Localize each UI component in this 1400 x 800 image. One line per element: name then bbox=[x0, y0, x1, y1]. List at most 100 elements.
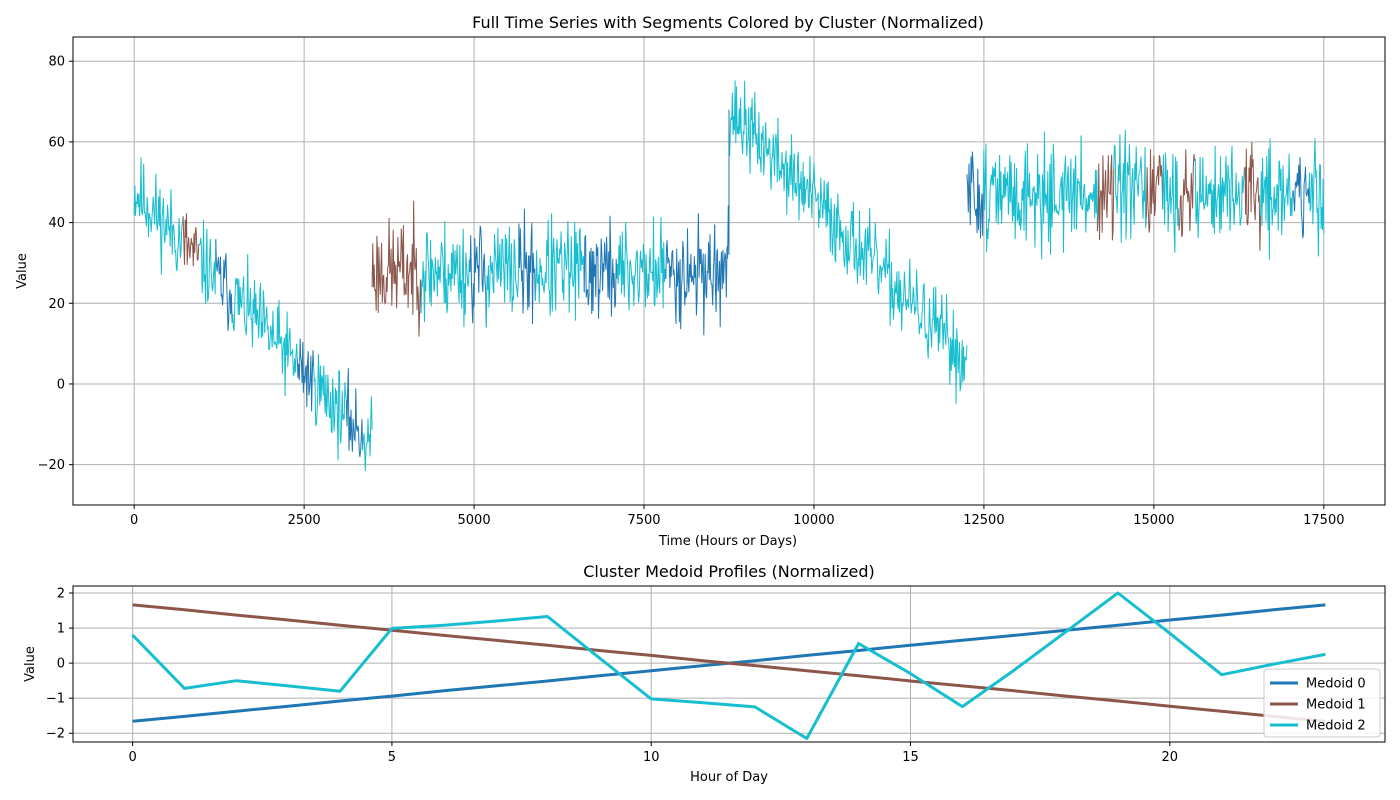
series-segment bbox=[1015, 143, 1033, 241]
y-tick-label: 2 bbox=[57, 587, 65, 602]
series-segment bbox=[1129, 146, 1147, 239]
series-segment bbox=[1292, 157, 1310, 239]
x-tick-label: 0 bbox=[128, 750, 136, 765]
x-axis-ticks: 0 5 10 15 20 bbox=[128, 742, 1178, 765]
x-tick-label: 10 bbox=[643, 750, 660, 765]
x-axis-label: Time (Hours or Days) bbox=[658, 534, 797, 549]
series-segment bbox=[1080, 135, 1098, 233]
series-segment bbox=[534, 213, 553, 316]
x-tick-label: 15000 bbox=[1133, 513, 1174, 528]
series-segment bbox=[842, 202, 860, 284]
series-segment bbox=[231, 253, 249, 336]
series-segment bbox=[215, 239, 233, 331]
series-segment bbox=[166, 189, 184, 272]
x-tick-label: 15 bbox=[902, 750, 919, 765]
series-segment bbox=[280, 311, 298, 397]
x-tick-label: 7500 bbox=[627, 513, 660, 528]
x-axis-ticks: 0 2500 5000 7500 10000 12500 15000 17500 bbox=[130, 505, 1344, 528]
legend: Medoid 0 Medoid 1 Medoid 2 bbox=[1263, 668, 1381, 738]
series-segment bbox=[296, 338, 315, 412]
series-segment bbox=[1260, 138, 1278, 260]
series-segment bbox=[133, 157, 151, 238]
series-segment bbox=[404, 200, 422, 337]
x-tick-label: 5000 bbox=[458, 513, 491, 528]
series-segment bbox=[956, 339, 968, 392]
x-tick-label: 12500 bbox=[963, 513, 1004, 528]
medoid-line-2 bbox=[131, 591, 1326, 740]
series-segment bbox=[1162, 152, 1180, 253]
series-segment bbox=[728, 80, 746, 157]
series-segment bbox=[1031, 131, 1049, 260]
y-tick-label: 1 bbox=[57, 622, 65, 637]
x-tick-label: 5 bbox=[388, 750, 396, 765]
series-segment bbox=[313, 353, 331, 427]
x-axis-label: Hour of Day bbox=[690, 770, 768, 785]
x-tick-label: 0 bbox=[130, 513, 138, 528]
series-segment bbox=[1309, 138, 1325, 257]
series-segment bbox=[649, 216, 667, 309]
y-axis-label: Value bbox=[15, 253, 30, 289]
legend-frame bbox=[1263, 668, 1381, 738]
series-segment bbox=[761, 118, 779, 190]
grid bbox=[73, 586, 1385, 742]
series-segment bbox=[940, 294, 958, 404]
series-segment bbox=[1064, 135, 1082, 232]
series-segment bbox=[999, 154, 1017, 240]
series-segment bbox=[329, 369, 347, 461]
series-segment bbox=[810, 162, 828, 229]
series-segment bbox=[616, 222, 634, 311]
series-segment bbox=[681, 213, 699, 316]
y-tick-label: 20 bbox=[48, 297, 65, 312]
series-segment bbox=[199, 219, 217, 305]
x-tick-label: 17500 bbox=[1303, 513, 1344, 528]
series-segment bbox=[1096, 154, 1115, 241]
series-segment bbox=[502, 223, 520, 312]
y-axis-ticks: −20 0 20 40 60 80 bbox=[38, 55, 73, 473]
series-segment bbox=[1113, 129, 1131, 243]
y-tick-label: 0 bbox=[57, 657, 65, 672]
legend-label: Medoid 0 bbox=[1306, 677, 1366, 692]
series-segment bbox=[600, 215, 618, 317]
time-series-lines bbox=[133, 80, 1325, 471]
series-segment bbox=[826, 181, 844, 263]
series-segment bbox=[793, 151, 812, 221]
medoid-lines bbox=[131, 591, 1326, 740]
series-segment bbox=[387, 217, 406, 309]
series-segment bbox=[567, 221, 585, 321]
series-segment bbox=[371, 235, 389, 314]
series-segment bbox=[485, 227, 503, 328]
y-axis-label: Value bbox=[23, 646, 38, 682]
chart-title: Full Time Series with Segments Colored b… bbox=[472, 13, 984, 32]
series-segment bbox=[518, 208, 536, 325]
series-segment bbox=[1194, 156, 1213, 239]
series-segment bbox=[1145, 149, 1164, 233]
y-tick-label: 0 bbox=[57, 377, 65, 392]
medoid-profiles-chart: Cluster Medoid Profiles (Normalized) 0 5 1… bbox=[23, 562, 1386, 785]
series-segment bbox=[665, 240, 683, 330]
series-segment bbox=[469, 225, 487, 328]
y-tick-label: 60 bbox=[48, 135, 65, 150]
chart-title: Cluster Medoid Profiles (Normalized) bbox=[583, 562, 875, 581]
series-segment bbox=[859, 207, 877, 286]
y-tick-label: 40 bbox=[48, 216, 65, 231]
series-segment bbox=[1211, 145, 1229, 234]
series-segment bbox=[891, 271, 909, 331]
series-segment bbox=[982, 143, 1001, 253]
medoid-line-1 bbox=[132, 603, 1326, 723]
series-segment bbox=[551, 213, 569, 312]
y-axis-ticks: −2 −1 0 1 2 bbox=[46, 587, 73, 742]
y-tick-label: −20 bbox=[38, 458, 65, 473]
series-segment bbox=[697, 213, 716, 336]
legend-label: Medoid 2 bbox=[1306, 719, 1366, 734]
grid bbox=[73, 37, 1385, 505]
series-segment bbox=[436, 221, 455, 314]
series-segment bbox=[362, 396, 373, 471]
series-segment bbox=[150, 173, 168, 275]
x-tick-label: 20 bbox=[1162, 750, 1179, 765]
series-segment bbox=[632, 243, 650, 308]
time-series-chart: Full Time Series with Segments Colored b… bbox=[15, 13, 1386, 549]
series-segment bbox=[1178, 149, 1196, 237]
series-segment bbox=[777, 118, 795, 215]
y-tick-label: −1 bbox=[46, 692, 65, 707]
